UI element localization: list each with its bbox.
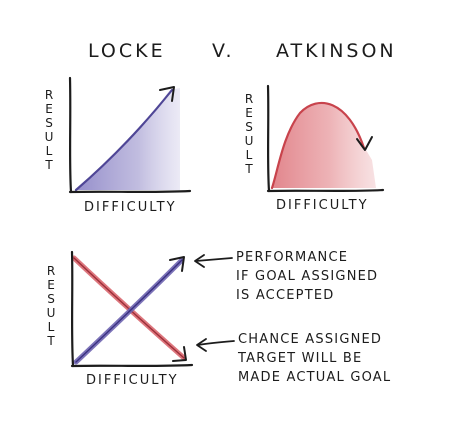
atkinson-curve [270, 101, 366, 190]
combined-y-axis [70, 250, 75, 368]
locke-x-label: DIFFICULTY [84, 200, 177, 215]
locke-y-axis [68, 76, 73, 194]
atkinson-x-axis [266, 188, 385, 193]
combined-x-axis [70, 363, 194, 368]
combined-y-label: RESULT [44, 264, 58, 348]
performance-annotation: PERFORMANCE IF GOAL ASSIGNED IS ACCEPTED [236, 250, 379, 303]
locke-arrowhead [159, 86, 175, 102]
performance-line-core [75, 259, 183, 363]
combined-panel [70, 250, 235, 368]
chance-pointer-arrow [197, 340, 235, 346]
performance-pointer-arrow [195, 257, 233, 262]
chance-annotation: CHANCE ASSIGNED TARGET WILL BE MADE ACTU… [238, 332, 392, 385]
locke-y-label: RESULT [42, 88, 56, 172]
locke-shaded-area [76, 88, 180, 190]
atkinson-y-axis [266, 84, 271, 193]
atkinson-y-label: RESULT [242, 92, 256, 176]
combined-x-label: DIFFICULTY [86, 373, 179, 388]
atkinson-panel [266, 84, 385, 193]
chance-pointer-arrowhead [196, 338, 207, 352]
locke-x-axis [68, 189, 192, 194]
locke-curve [74, 88, 174, 192]
locke-panel [68, 76, 192, 194]
title-locke: LOCKE [88, 40, 166, 62]
atkinson-x-label: DIFFICULTY [276, 198, 369, 213]
title-atkinson: ATKINSON [276, 40, 397, 62]
atkinson-shaded-area [272, 102, 376, 188]
performance-pointer-arrowhead [194, 254, 205, 268]
atkinson-arrowhead [356, 136, 373, 151]
title-versus: V. [212, 40, 235, 62]
chance-line-arrowhead [172, 346, 187, 362]
performance-line-arrowhead [169, 256, 185, 272]
